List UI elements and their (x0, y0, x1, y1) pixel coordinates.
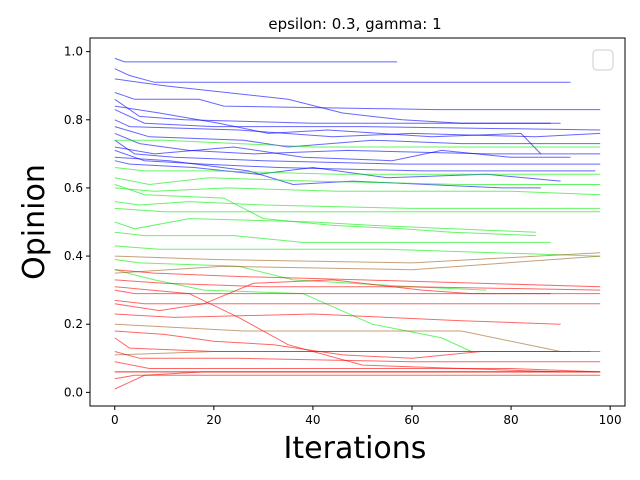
opinion-line-red-44 (114, 279, 551, 312)
opinion-line-green-17 (114, 177, 601, 186)
x-tick-label: 20 (206, 413, 221, 427)
chart-title: epsilon: 0.3, gamma: 1 (268, 15, 441, 33)
opinion-line-blue-3 (114, 98, 561, 124)
series-lines (114, 57, 601, 390)
x-axis-label: Iterations (284, 431, 427, 466)
legend-box (592, 49, 614, 71)
opinion-line-blue-7 (114, 132, 601, 155)
x-tick-label: 80 (503, 413, 518, 427)
y-tick-label: 0.4 (64, 249, 83, 263)
opinion-line-red-35 (114, 299, 601, 305)
opinion-line-red-45 (114, 330, 571, 359)
opinion-line-blue-2 (114, 92, 601, 111)
opinion-line-green-21 (114, 218, 536, 233)
opinion-line-red-32 (114, 269, 601, 288)
opinion-line-blue-14 (114, 156, 541, 189)
x-tick-label: 60 (404, 413, 419, 427)
opinion-line-mixed-28 (114, 255, 601, 274)
opinion-line-green-23 (114, 245, 601, 257)
opinion-line-blue-4 (114, 109, 601, 131)
opinion-line-mixed-27 (114, 252, 601, 264)
opinion-line-green-26 (114, 184, 536, 237)
opinion-line-red-43 (114, 286, 561, 373)
plot-area-frame (89, 37, 626, 407)
opinion-line-blue-11 (114, 78, 551, 124)
y-tick-label: 0.6 (64, 181, 83, 195)
y-axis-ticks: 0.0 0.2 0.4 0.6 0.8 1.0 (64, 45, 90, 399)
opinion-line-blue-5 (114, 119, 601, 138)
opinion-line-mixed-29 (114, 323, 561, 352)
x-tick-label: 40 (305, 413, 320, 427)
y-tick-label: 0.2 (64, 317, 83, 331)
opinion-line-red-37 (114, 337, 601, 352)
opinion-line-blue-12 (114, 146, 571, 162)
opinion-line-blue-8 (114, 139, 601, 165)
opinion-line-blue-0 (114, 57, 398, 63)
y-tick-label: 0.0 (64, 385, 83, 399)
opinion-line-blue-10 (114, 160, 561, 182)
opinion-line-mixed-30 (114, 351, 591, 356)
x-axis-ticks: 0 20 40 60 80 100 (111, 406, 622, 427)
opinion-line-red-36 (114, 313, 561, 325)
x-tick-label: 0 (111, 413, 119, 427)
opinion-line-blue-13 (114, 105, 542, 155)
opinion-line-green-19 (114, 201, 601, 209)
y-tick-label: 1.0 (64, 45, 83, 59)
opinion-line-green-18 (114, 187, 601, 196)
opinion-line-red-42 (114, 371, 601, 390)
opinion-line-red-39 (114, 361, 601, 373)
opinion-line-blue-1 (114, 68, 571, 83)
y-tick-label: 0.8 (64, 113, 83, 127)
opinion-line-red-38 (114, 351, 601, 363)
opinion-line-green-15 (114, 139, 601, 148)
opinion-line-blue-6 (114, 126, 601, 148)
x-tick-label: 100 (599, 413, 622, 427)
opinion-line-green-16 (114, 167, 601, 175)
opinion-line-red-33 (114, 279, 601, 291)
opinion-line-red-41 (114, 374, 601, 380)
opinion-line-green-20 (114, 207, 601, 213)
y-axis-label: Opinion (17, 164, 52, 280)
opinion-line-green-24 (114, 259, 487, 291)
opinion-line-green-22 (114, 231, 551, 243)
